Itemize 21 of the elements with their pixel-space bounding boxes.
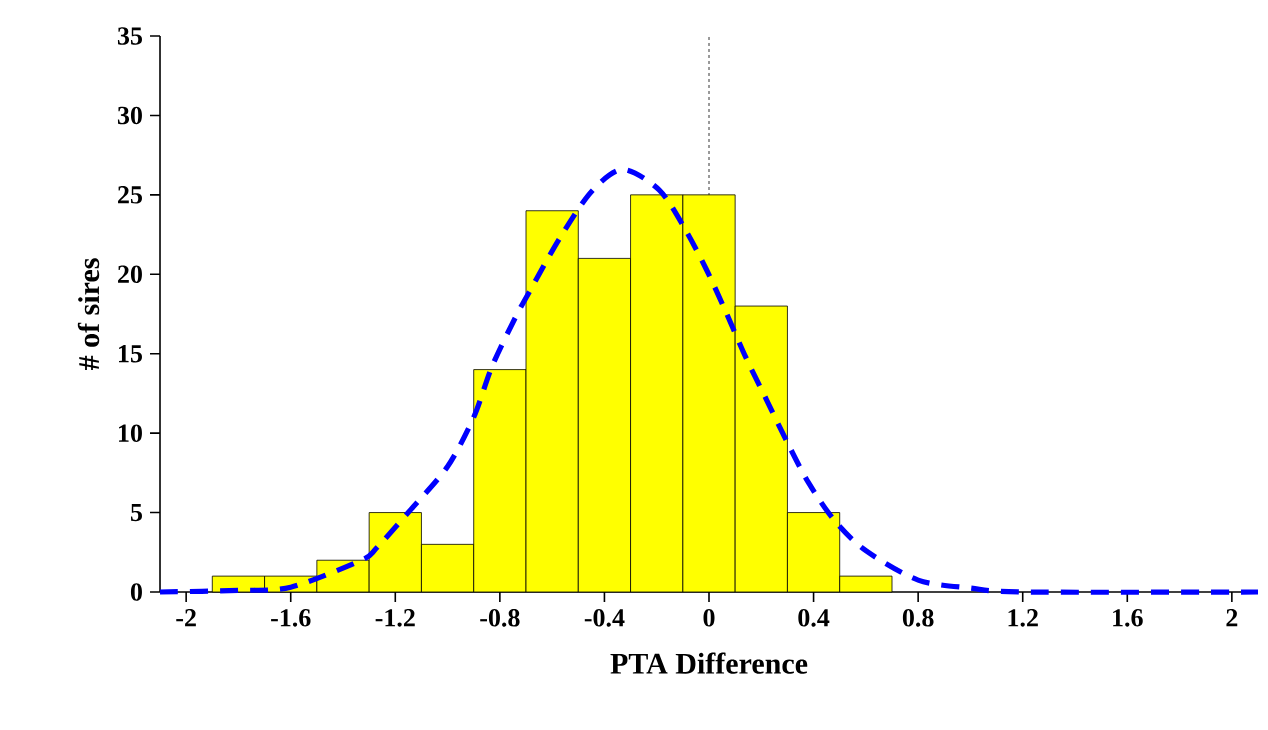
- y-tick-label: 30: [117, 106, 142, 125]
- y-tick-label: 5: [130, 503, 142, 522]
- x-tick-label: 1.2: [1008, 609, 1038, 627]
- y-tick-label: 0: [130, 583, 142, 601]
- y-axis-title: # of sires: [77, 258, 100, 370]
- y-tick-label: 10: [119, 424, 142, 442]
- x-tick-label: 0: [703, 609, 715, 627]
- y-tick-label: 20: [118, 265, 142, 284]
- x-tick-label: -0.8: [480, 609, 520, 627]
- x-tick-label: -2: [176, 609, 196, 627]
- x-tick-label: 2: [1226, 609, 1238, 627]
- x-tick-label: 0.8: [902, 609, 934, 627]
- y-tick-label: 25: [118, 186, 142, 204]
- x-tick-label: 1.6: [1113, 609, 1143, 627]
- x-tick-label: -0.4: [584, 609, 625, 627]
- x-tick-label: 0.4: [798, 609, 830, 627]
- y-tick-label: 35: [117, 27, 142, 45]
- x-tick-label: -1.6: [271, 609, 311, 627]
- x-tick-label: -1.2: [375, 609, 415, 627]
- y-tick-label: 15: [119, 345, 142, 363]
- x-axis-title: PTA Difference: [610, 652, 808, 674]
